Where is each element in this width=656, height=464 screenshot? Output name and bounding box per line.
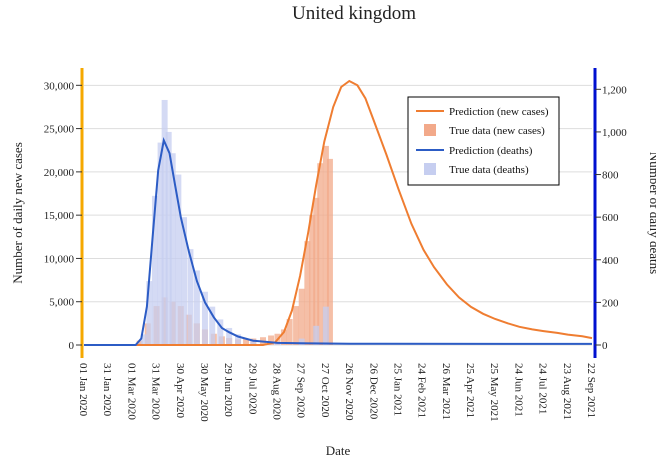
x-tick-label: 24 Jul 2021 [537, 363, 549, 414]
right-tick-label: 400 [602, 255, 619, 267]
x-tick-label: 25 May 2021 [488, 363, 500, 422]
true-deaths-bar-14 [226, 327, 233, 345]
true-deaths-bar-20 [322, 306, 329, 345]
x-tick-label: 30 Apr 2020 [174, 363, 186, 419]
x-axis-title: Date [326, 443, 351, 458]
left-tick-label: 15,000 [44, 210, 75, 222]
x-tick-label: 24 Jun 2021 [512, 363, 524, 417]
right-tick-label: 600 [602, 212, 619, 224]
true-deaths-bar-15 [235, 334, 242, 345]
true-cases-bar-27 [326, 158, 333, 345]
true-deaths-bar-6 [169, 153, 176, 345]
true-deaths-bar-1 [146, 281, 153, 345]
legend-label-true-cases: True data (new cases) [449, 125, 545, 137]
prediction-deaths-line [84, 137, 593, 346]
true-cases-bar-16 [268, 335, 275, 345]
x-tick-label: 27 Oct 2020 [319, 363, 331, 418]
true-deaths-bar-7 [175, 174, 182, 345]
x-tick-label: 27 Sep 2020 [295, 363, 307, 419]
x-tick-labels: 01 Jan 2020 31 Jan 2020 01 Mar 2020 31 Mar … [77, 363, 597, 422]
x-tick-label: 25 Apr 2021 [464, 363, 476, 418]
x-tick-label: 26 Nov 2020 [343, 363, 355, 421]
true-cases-bar-25 [317, 163, 324, 345]
right-tick-label: 0 [602, 340, 608, 352]
true-deaths-bar-16 [250, 339, 257, 345]
x-tick-label: 23 Aug 2021 [561, 363, 573, 420]
y-axis-title-left: Number of daily new cases [10, 142, 25, 284]
x-tick-label: 28 Aug 2020 [271, 363, 283, 420]
true-deaths-bar-5 [165, 131, 172, 345]
x-tick-label: 01 Jan 2020 [77, 363, 89, 417]
left-tick-label: 20,000 [44, 167, 75, 179]
legend-label-true-deaths: True data (deaths) [449, 164, 529, 176]
y-axis-title-right: Number of daily deaths [647, 152, 656, 274]
legend-swatch-true-deaths [424, 163, 436, 175]
true-cases-bar-22 [304, 241, 311, 345]
legend-label-prediction-deaths: Prediction (deaths) [449, 145, 533, 157]
true-cases-bar-20 [293, 306, 300, 345]
true-cases-bar-19 [286, 319, 293, 345]
legend-label-prediction-cases: Prediction (new cases) [449, 106, 549, 118]
x-tick-label: 29 Jul 2020 [246, 363, 258, 415]
true-cases-bar-24 [313, 197, 320, 345]
x-tick-label: 31 Jan 2020 [101, 363, 113, 417]
x-tick-label: 24 Feb 2021 [416, 363, 428, 418]
right-tick-label: 200 [602, 297, 619, 309]
left-tick-label: 25,000 [44, 124, 75, 136]
x-tick-label: 01 Mar 2020 [125, 363, 137, 420]
true-deaths-bar-19 [313, 325, 320, 345]
true-cases-bar-18 [280, 329, 287, 345]
prediction-cases-line [84, 79, 593, 346]
x-tick-label: 22 Sep 2021 [585, 363, 597, 418]
legend: Prediction (new cases) True data (new ca… [407, 96, 560, 186]
x-tick-label: 31 Mar 2020 [150, 363, 162, 420]
true-deaths-bar-12 [209, 306, 216, 345]
x-tick-label: 25 Jan 2021 [391, 363, 403, 416]
left-tick-label: 0 [69, 340, 75, 352]
x-tick-label: 26 Mar 2021 [440, 363, 452, 420]
true-deaths-bar-4 [161, 99, 168, 345]
x-tick-label: 29 Jun 2020 [222, 363, 234, 417]
left-tick-label: 30,000 [44, 80, 75, 92]
true-deaths-bar-10 [193, 270, 200, 345]
right-tick-labels: 0 200 400 600 800 1,000 1,200 [595, 84, 627, 352]
left-tick-labels: 0 5,000 10,000 15,000 20,000 25,000 30,000 [44, 80, 82, 352]
right-tick-label: 800 [602, 170, 619, 182]
true-cases-bar-26 [322, 145, 329, 345]
true-deaths-bar-2 [151, 195, 158, 345]
true-deaths-bar-8 [180, 217, 187, 345]
x-tick-label: 30 May 2020 [198, 363, 210, 422]
true-deaths-bar-11 [201, 291, 208, 345]
left-tick-label: 5,000 [49, 297, 74, 309]
true-deaths-bar-13 [217, 319, 224, 345]
true-cases-bar-21 [298, 288, 305, 345]
true-cases-bar-23 [309, 215, 316, 345]
legend-swatch-true-cases [424, 124, 436, 136]
true-deaths-bar-3 [157, 142, 164, 345]
chart-title: United kingdom [292, 3, 416, 24]
right-tick-label: 1,000 [602, 127, 627, 139]
true-deaths-bar-9 [187, 249, 194, 345]
true-cases-bar-0 [136, 340, 143, 345]
true-deaths-bar-0 [140, 334, 147, 345]
true-deaths-bars [140, 99, 329, 345]
right-tick-label: 1,200 [602, 84, 627, 96]
x-tick-label: 26 Dec 2020 [367, 363, 379, 420]
true-deaths-bar-18 [298, 338, 305, 345]
true-cases-bar-13 [243, 338, 250, 345]
left-tick-label: 10,000 [44, 253, 75, 265]
